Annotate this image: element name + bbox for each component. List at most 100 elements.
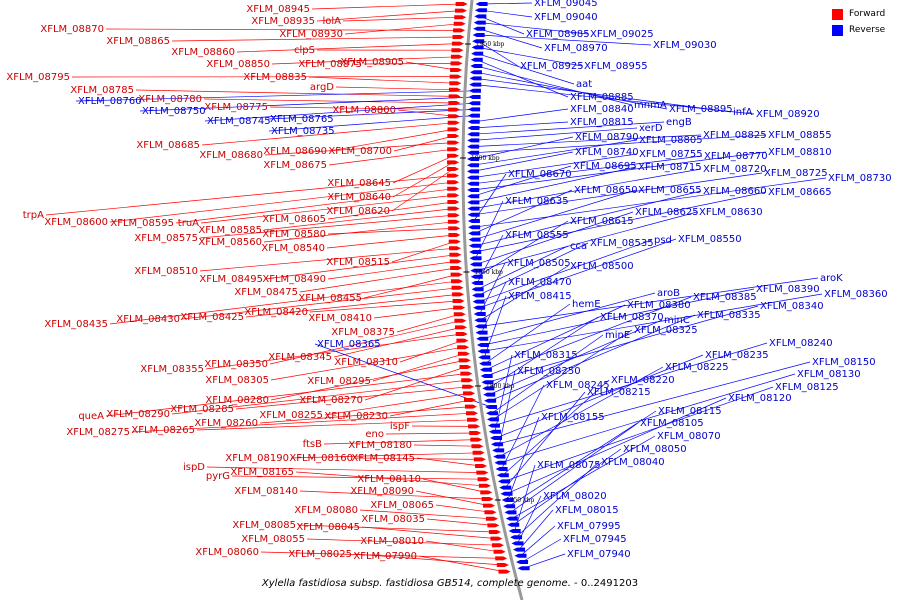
forward-gene-label: XFLM_08090: [350, 486, 414, 497]
forward-gene-feature: [464, 404, 477, 409]
forward-gene-label: XFLM_08080: [294, 505, 358, 516]
reverse-gene-feature: [469, 262, 482, 267]
reverse-gene-feature: [467, 113, 480, 118]
genome-backbone: [461, 0, 524, 600]
forward-gene-label: XFLM_08870: [40, 24, 104, 35]
reverse-leader-line: [473, 155, 703, 185]
forward-leader-line: [245, 294, 459, 318]
forward-gene-label: XFLM_08645: [327, 178, 391, 189]
reverse-gene-label: XFLM_09045: [534, 0, 598, 9]
reverse-gene-label: XFLM_08715: [638, 162, 702, 173]
forward-gene-label: XFLM_08585: [198, 225, 262, 236]
reverse-gene-feature: [476, 343, 489, 347]
forward-gene-feature: [447, 140, 460, 145]
forward-gene-feature: [447, 173, 460, 178]
forward-gene-feature: [491, 543, 504, 548]
forward-gene-label: XFLM_08935: [251, 16, 315, 27]
forward-leader-line: [105, 28, 460, 31]
reverse-gene-label: XFLM_08770: [704, 151, 768, 162]
reverse-gene-feature: [471, 45, 484, 50]
forward-gene-label: queA: [78, 411, 104, 422]
reverse-gene-feature: [513, 547, 526, 552]
forward-gene-feature: [462, 384, 475, 389]
reverse-gene-label: XFLM_08790: [575, 132, 639, 143]
reverse-gene-feature: [471, 287, 484, 292]
forward-gene-feature: [448, 107, 461, 112]
reverse-gene-feature: [472, 293, 485, 298]
reverse-leader-line: [474, 190, 702, 247]
forward-gene-label: XFLM_08620: [326, 206, 390, 217]
scale-tick-label: 1850 kbp: [474, 269, 503, 276]
forward-leader-line: [105, 373, 467, 417]
forward-leader-line: [235, 386, 469, 410]
reverse-gene-label: XFLM_09025: [590, 29, 654, 40]
forward-leader-line: [308, 76, 456, 84]
forward-gene-label: XFLM_08905: [340, 57, 404, 68]
forward-gene-feature: [459, 365, 472, 369]
reverse-gene-feature: [469, 70, 482, 75]
reverse-leader-line: [472, 139, 638, 166]
forward-gene-label: XFLM_08265: [131, 425, 195, 436]
forward-gene-label: XFLM_08490: [262, 274, 326, 285]
forward-gene-feature: [447, 213, 460, 218]
forward-leader-line: [399, 340, 463, 363]
forward-leader-line: [171, 36, 459, 42]
reverse-gene-feature: [473, 20, 486, 25]
reverse-gene-label: minE: [605, 330, 630, 341]
reverse-gene-label: XFLM_08550: [678, 234, 742, 245]
forward-gene-label: XFLM_08350: [204, 359, 268, 370]
reverse-gene-feature: [491, 442, 504, 447]
reverse-gene-label: XFLM_08745: [207, 116, 271, 127]
reverse-gene-feature: [468, 107, 481, 112]
forward-gene-feature: [452, 35, 465, 39]
reverse-gene-label: engB: [666, 117, 692, 128]
reverse-gene-feature: [501, 498, 514, 502]
reverse-gene-feature: [469, 82, 482, 87]
reverse-gene-feature: [469, 250, 482, 254]
forward-gene-feature: [449, 246, 462, 251]
forward-gene-feature: [496, 563, 509, 567]
forward-gene-feature: [451, 279, 464, 284]
reverse-leader-line: [488, 316, 599, 389]
reverse-gene-label: XFLM_08040: [601, 457, 665, 468]
forward-gene-feature: [454, 318, 467, 323]
reverse-leader-line: [507, 416, 540, 501]
forward-gene-label: argD: [310, 82, 334, 93]
forward-gene-label: XFLM_08945: [246, 4, 310, 15]
reverse-gene-label: XFLM_08120: [728, 393, 792, 404]
forward-gene-feature: [451, 48, 464, 53]
reverse-leader-line: [484, 303, 571, 364]
forward-leader-line: [422, 478, 487, 493]
forward-leader-line: [425, 540, 500, 553]
forward-gene-feature: [447, 167, 460, 171]
reverse-leader-line: [473, 151, 767, 191]
reverse-gene-feature: [471, 281, 484, 285]
forward-gene-label: XFLM_08595: [110, 218, 174, 229]
reverse-leader-line: [479, 22, 589, 35]
forward-gene-feature: [449, 259, 462, 264]
reverse-leader-line: [523, 553, 566, 569]
forward-gene-feature: [451, 41, 464, 46]
reverse-gene-feature: [514, 553, 527, 558]
reverse-gene-label: XFLM_08650: [574, 185, 638, 196]
forward-leader-line: [418, 555, 505, 572]
reverse-gene-feature: [467, 181, 480, 186]
reverse-leader-line: [477, 40, 519, 67]
legend-item-forward: Forward: [832, 6, 894, 22]
reverse-leader-line: [483, 295, 507, 358]
reverse-gene-label: XFLM_08340: [760, 301, 824, 312]
forward-gene-feature: [453, 21, 466, 26]
reverse-gene-label: XFLM_08335: [697, 310, 761, 321]
reverse-leader-line: [472, 136, 574, 160]
forward-gene-label: XFLM_08510: [134, 266, 198, 277]
forward-gene-label: lolA: [322, 16, 341, 27]
forward-gene-label: XFLM_08160: [289, 453, 353, 464]
forward-leader-line: [316, 10, 461, 22]
reverse-gene-label: XFLM_08245: [546, 380, 610, 391]
reverse-gene-feature: [473, 305, 486, 310]
reverse-leader-line: [514, 464, 536, 532]
forward-gene-feature: [487, 523, 500, 528]
reverse-gene-feature: [478, 355, 491, 360]
reverse-gene-label: XFLM_08825: [703, 130, 767, 141]
forward-gene-label: XFLM_08835: [243, 72, 307, 83]
